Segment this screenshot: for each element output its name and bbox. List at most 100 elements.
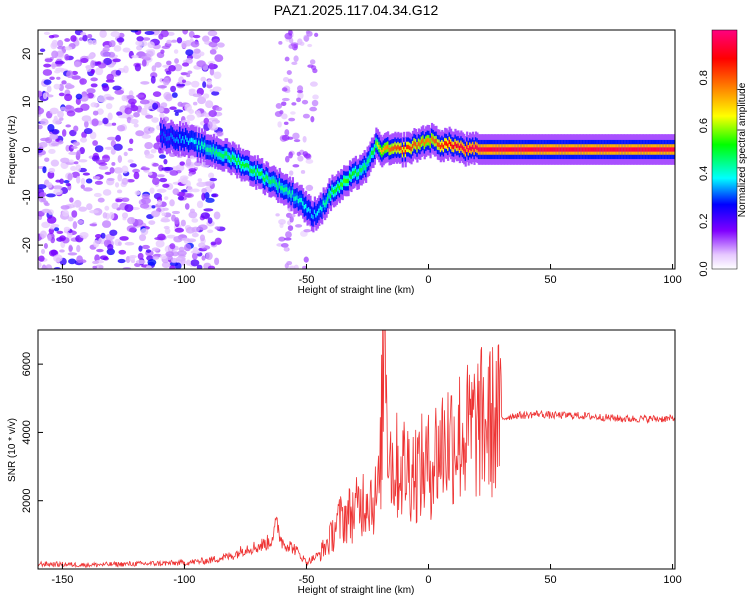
spectrogram-cell [625,147,628,152]
colorbar-tick-label: 0.8 [698,70,710,85]
spectrogram-cell [165,251,175,257]
spectrogram-cell [161,261,171,268]
spectrogram-cell [624,147,627,152]
spectrogram-cell [309,59,316,65]
spectrogram-cell [190,259,200,267]
snr-x-tick-label: -150 [51,574,73,586]
spectrogram-cell [609,147,612,152]
spectrogram-cell [217,42,225,48]
spectrogram-cell [310,116,315,123]
spectrogram-cell [136,45,143,51]
spectrogram-cell [166,39,173,45]
spectrogram-cell [173,49,179,54]
snr-y-tick-label: 2000 [21,488,33,512]
spectrogram-cell [527,147,530,152]
spectrogram-cell [97,95,107,103]
spectrogram-cell [116,124,126,132]
spectrogram-cell [64,46,73,51]
spectrogram-cell [289,213,296,218]
spectrogram-cell [45,193,56,198]
colorbar-tick-label: 0.6 [698,118,710,133]
spectrogram-cell [542,147,545,152]
spectrogram-cell [646,147,649,152]
spectrogram-cell [284,187,287,192]
spectrogram-cell [318,208,321,213]
spectrogram-cell [395,146,398,151]
spectrogram-cell [297,92,304,100]
spectrogram-cell [652,147,655,152]
spectrogram-cell [280,243,289,248]
spectrogram-cell [214,54,224,63]
spectrogram-cell [68,244,73,253]
spectrogram-cell [51,39,59,48]
spectrogram-cell [85,178,93,184]
spectrogram-cell [181,40,188,49]
spectrogram-cell [470,146,473,152]
spectrogram-cell [185,259,191,266]
spectrogram-cell [170,257,178,264]
spectrogram-cell [265,174,268,179]
spectrogram-cell [594,147,598,152]
spectrogram-cell [278,236,286,242]
spectrogram-cell [123,151,128,157]
spectrogram-cell [110,148,116,155]
spectrogram-cell [288,265,295,269]
spectrogram-cell [185,57,193,64]
spectrogram-cell [72,141,80,147]
spectrogram-cell [666,147,669,152]
spectrogram-cell [346,178,349,184]
spectrogram-cell [117,258,126,264]
spectrogram-cell [650,147,653,152]
spectrogram-cell [306,208,309,213]
spectrogram-cell [130,118,139,125]
spectrogram-cell [164,133,167,139]
spectrogram-cell [568,147,571,152]
spectrogram-cell [246,163,249,168]
spectrogram-cell [360,168,363,173]
spectrogram-cell [89,131,97,140]
spectrogram-cell [88,53,95,60]
spectrogram-cell [612,147,615,152]
spectrogram-cell [293,139,301,143]
spectrogram-cell [230,157,233,163]
spectrogram-cell [449,141,453,147]
spectrogram-cell [100,49,109,57]
spectrogram-cell [448,139,451,145]
spectrogram-cell [310,213,314,219]
spectrogram-cell [60,157,70,164]
spectrogram-cell [57,39,64,48]
spectrogram-cell [277,185,280,190]
spectrogram-cell [307,207,311,212]
spectrogram-cell [47,123,55,132]
spectrogram-cell [285,231,292,239]
spectrogram-cell [285,155,290,163]
spectrogram-cell [151,247,160,252]
spectrogram-cell [571,147,574,152]
spectrogram-cell [192,101,198,106]
spectrogram-cell [297,85,304,92]
spectrogram-cell [141,197,151,205]
spectrogram-cell [171,39,178,43]
spectrogram-cell [357,171,360,177]
spectrogram-cell [627,147,630,152]
spectrogram-cell [135,130,145,137]
spectrogram-cell [209,177,218,182]
spectrogram-y-tick-label: -20 [21,237,33,253]
spectrogram-cell [188,88,196,93]
spectrogram-cell [167,136,170,141]
spectrogram-cell [70,165,77,172]
spectrogram-cell [61,129,67,137]
spectrogram-cell [44,202,50,207]
spectrogram-cell [174,217,180,225]
spectrogram-cell [169,199,175,207]
spectrogram-cell [425,139,428,144]
spectrogram-cell [111,161,116,166]
spectrogram-cell [545,147,548,152]
spectrogram-cell [115,198,123,203]
spectrogram-cell [73,61,81,68]
spectrogram-cell [286,70,292,75]
spectrogram-cell [463,146,466,152]
spectrogram-cell [188,173,193,177]
spectrogram-cell [209,49,217,55]
spectrogram-cell [469,145,472,150]
